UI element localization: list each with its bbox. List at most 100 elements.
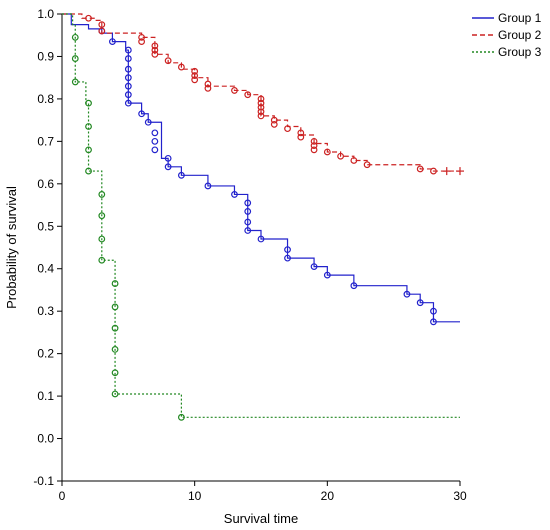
censored-cross-marker: [456, 167, 464, 176]
censored-marker: [71, 33, 79, 41]
censored-marker: [98, 191, 106, 198]
censored-marker: [204, 84, 212, 92]
censored-marker: [111, 280, 119, 287]
censored-marker: [191, 67, 199, 75]
legend: Group 1 Group 2 Group 3: [472, 11, 542, 59]
legend-label: Group 2: [498, 28, 542, 42]
censored-marker: [231, 191, 238, 198]
censored-marker: [71, 78, 79, 86]
censored-marker: [98, 256, 106, 264]
y-tick-label: 1.0: [37, 7, 54, 21]
censored-marker: [85, 167, 92, 175]
censored-marker: [124, 65, 132, 73]
censored-marker: [244, 227, 252, 234]
censored-marker: [151, 146, 159, 154]
censored-marker: [257, 235, 265, 243]
y-tick-label: 0.5: [37, 219, 54, 233]
censored-marker: [151, 50, 159, 58]
censored-marker: [337, 152, 345, 160]
censored-marker: [144, 118, 152, 126]
y-tick-label: 0.7: [37, 134, 54, 148]
censored-marker: [430, 167, 437, 175]
y-tick-label: 0.0: [37, 432, 54, 446]
censored-marker: [109, 38, 116, 45]
censored-marker: [111, 369, 119, 377]
censored-marker: [191, 76, 199, 84]
censored-marker: [164, 57, 172, 65]
censored-marker: [98, 27, 106, 35]
censored-marker: [98, 21, 106, 29]
censored-marker: [310, 146, 318, 154]
x-tick-label: 10: [188, 489, 202, 503]
censored-marker: [98, 235, 106, 243]
censored-marker: [177, 413, 185, 421]
censored-marker: [270, 120, 278, 128]
censored-marker: [124, 91, 132, 99]
censored-marker: [111, 303, 119, 311]
y-tick-label: 0.4: [37, 262, 54, 276]
censored-marker: [430, 318, 437, 326]
y-tick-label: -0.1: [33, 474, 54, 488]
y-tick-label: 0.9: [37, 49, 54, 63]
series-group: [62, 13, 460, 421]
censored-marker: [204, 182, 212, 190]
legend-label: Group 1: [498, 11, 542, 25]
y-tick-label: 0.3: [37, 304, 54, 318]
censored-marker: [151, 129, 159, 137]
censored-marker: [231, 87, 238, 94]
censored-marker: [98, 212, 106, 220]
censored-marker: [138, 110, 146, 118]
censored-marker: [310, 142, 318, 150]
censored-marker: [257, 112, 265, 120]
censored-marker: [204, 80, 212, 88]
censored-marker: [284, 125, 291, 133]
censored-cross-marker: [442, 167, 451, 176]
censored-marker: [284, 254, 291, 262]
y-tick-label: 0.1: [37, 389, 54, 403]
censored-marker: [310, 137, 318, 145]
censored-marker: [111, 345, 119, 353]
censored-marker: [297, 129, 305, 137]
censored-marker: [297, 133, 305, 141]
legend-label: Group 3: [498, 45, 542, 59]
censored-marker: [85, 123, 92, 130]
censored-marker: [323, 148, 331, 156]
censored-marker: [257, 108, 265, 116]
censored-marker: [164, 163, 172, 171]
censored-marker: [350, 282, 358, 290]
censored-marker: [124, 46, 132, 54]
legend-item: Group 1: [472, 11, 542, 25]
censored-marker: [310, 263, 318, 271]
censored-marker: [244, 218, 252, 226]
censored-marker: [138, 33, 146, 41]
censored-marker: [244, 91, 252, 99]
censored-marker: [350, 157, 358, 164]
plot-area: -0.1 0.0 0.1 0.2 0.3 0.4 0.5 0.6 0.7 0.8 0.9 1.0 0 1…: [33, 7, 467, 503]
censored-marker: [111, 324, 119, 332]
x-tick-label: 0: [59, 489, 66, 503]
censored-marker: [177, 63, 185, 71]
censored-marker: [85, 99, 92, 107]
y-tick-label: 0.8: [37, 92, 54, 106]
series-group: [62, 13, 464, 176]
censored-marker: [403, 290, 411, 298]
series-layer: [62, 13, 464, 421]
x-tick-label: 20: [321, 489, 335, 503]
censored-marker: [138, 38, 146, 45]
censored-marker: [416, 299, 424, 307]
censored-marker: [71, 55, 79, 62]
censored-marker: [244, 199, 252, 207]
censored-marker: [124, 55, 132, 62]
censored-marker: [164, 154, 172, 162]
censored-marker: [151, 42, 159, 50]
censored-marker: [416, 165, 424, 173]
censored-marker: [124, 99, 132, 107]
series-line: [62, 13, 460, 172]
censored-marker: [177, 171, 185, 179]
x-tick-label: 30: [453, 489, 467, 503]
censored-marker: [244, 208, 252, 215]
series-group: [62, 13, 460, 326]
censored-marker: [111, 390, 119, 398]
censored-marker: [284, 246, 291, 254]
